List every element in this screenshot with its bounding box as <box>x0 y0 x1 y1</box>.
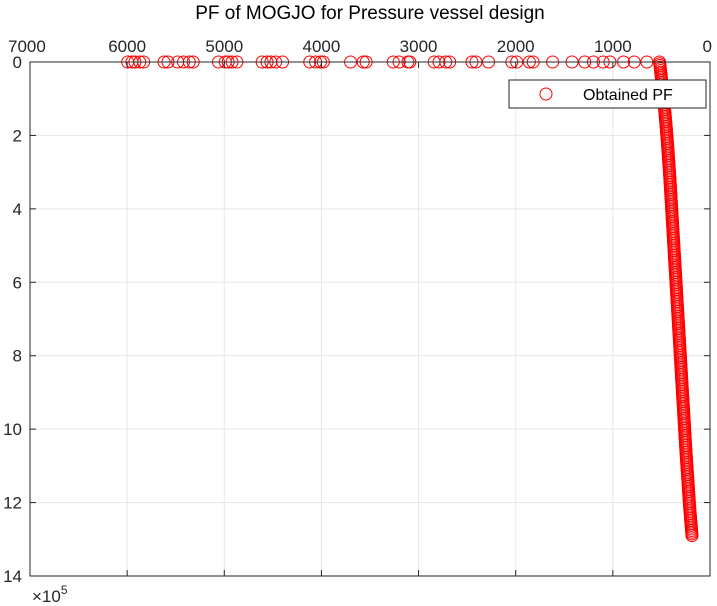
x-tick-label: 2000 <box>497 37 535 56</box>
y-tick-label: 10 <box>3 420 22 439</box>
y-tick-label: 2 <box>13 126 22 145</box>
y-tick-label: 8 <box>13 347 22 366</box>
legend-marker-icon <box>539 87 553 101</box>
y-axis-exponent: ×105 <box>32 583 68 606</box>
y-tick-label: 12 <box>3 494 22 513</box>
plot-frame <box>29 61 711 577</box>
y-tick-label: 4 <box>13 200 22 219</box>
x-tick-label: 4000 <box>303 37 341 56</box>
x-tick-label: 6000 <box>108 37 146 56</box>
x-tick-label: 0 <box>703 37 712 56</box>
legend-label: Obtained PF <box>583 87 673 104</box>
plot-area <box>30 62 710 576</box>
legend: Obtained PF <box>508 79 707 109</box>
y-tick-label: 14 <box>3 567 22 586</box>
chart-title: PF of MOGJO for Pressure vessel design <box>195 3 545 24</box>
y-tick-label: 0 <box>13 53 22 72</box>
y-axis-exponent-prefix: ×10 <box>32 587 61 606</box>
x-tick-label: 3000 <box>400 37 438 56</box>
x-tick-label: 1000 <box>594 37 632 56</box>
x-tick-label: 7000 <box>8 37 46 56</box>
grid-lines <box>30 62 710 576</box>
x-tick-label: 5000 <box>205 37 243 56</box>
y-tick-label: 6 <box>13 273 22 292</box>
legend-box <box>508 79 707 109</box>
data-point <box>685 529 699 543</box>
y-axis-exponent-power: 5 <box>61 583 68 597</box>
